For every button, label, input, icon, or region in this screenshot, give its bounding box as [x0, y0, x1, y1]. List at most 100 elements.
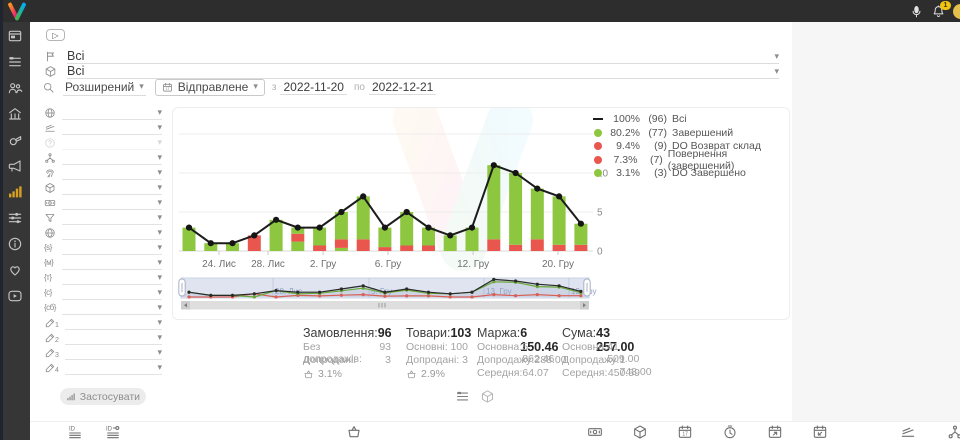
sidebar-item-warehouse[interactable] [7, 106, 23, 122]
filter-row-size-t[interactable]: {т} ▾ [44, 270, 162, 285]
filter-row-custom-field-1[interactable]: 1 ▾ [44, 315, 162, 330]
filter-row-custom-field-4[interactable]: 4 ▾ [44, 360, 162, 375]
apply-button[interactable]: Застосувати [60, 388, 146, 405]
site-select[interactable]: ▾ [62, 106, 162, 120]
filter-row-fingerprint[interactable]: ▾ [44, 165, 162, 180]
size-m-select[interactable]: ▾ [62, 256, 162, 270]
navigator-handle-left[interactable] [178, 278, 186, 297]
filter-row-custom-field-3[interactable]: 3 ▾ [44, 345, 162, 360]
website-select[interactable]: ▾ [62, 226, 162, 240]
funnel-select[interactable]: ▾ [62, 211, 162, 225]
toolbar-layers-button[interactable] [900, 424, 916, 440]
run-report-chip[interactable]: ▷ [46, 29, 65, 41]
product-filter-dropdown[interactable]: Всі ▾ [44, 64, 779, 79]
toolbar-calendar-sent-button[interactable] [767, 424, 783, 440]
custom-field-4-select[interactable]: ▾ [64, 361, 162, 375]
toolbar-basket-button[interactable] [346, 424, 362, 440]
filter-row-size-cb[interactable]: {сб} ▾ [44, 300, 162, 315]
stat-subrow: Основна: 41 509.00 [562, 341, 640, 365]
filter-row-product-type[interactable]: ▾ [44, 180, 162, 195]
date-field-dropdown[interactable]: Відправлене ▾ [154, 78, 265, 96]
sidebar-item-announcements[interactable] [7, 158, 23, 174]
toolbar-order-id-ref-button[interactable] [105, 424, 121, 440]
svg-text:28. Лис: 28. Лис [251, 259, 285, 270]
date-to-input[interactable]: 2022-12-21 [368, 80, 437, 95]
toolbar-calendar-date-button[interactable] [677, 424, 693, 440]
filter-row-size-s[interactable]: {s} ▾ [44, 240, 162, 255]
mic-icon[interactable] [909, 4, 924, 19]
sidebar-item-integrations[interactable] [7, 210, 23, 226]
statistics-icon [7, 184, 23, 200]
chart-range-navigator[interactable]: 28. Лис5. Гру13. Гру19. Гру [173, 276, 791, 314]
filter-row-site[interactable]: ▾ [44, 105, 162, 120]
filter-row-help[interactable]: ▾ [44, 135, 162, 150]
sidebar-item-orders-list[interactable] [7, 54, 23, 70]
stat-subrow: Допродажу: 288.00 [477, 354, 567, 366]
sidebar-item-whistle[interactable] [7, 132, 23, 148]
payments-icon [587, 424, 603, 440]
navigator-handle-right[interactable] [583, 278, 591, 297]
filter-row-payment[interactable]: ▾ [44, 195, 162, 210]
toolbar-payments-button[interactable] [587, 424, 603, 440]
payment-select[interactable]: ▾ [62, 196, 162, 210]
fingerprint-icon [44, 167, 56, 179]
avatar[interactable] [953, 3, 960, 19]
toolbar-order-id-button[interactable] [67, 424, 83, 440]
filter-row-website[interactable]: ▾ [44, 225, 162, 240]
mode-dropdown[interactable]: Розширений ▾ [63, 79, 146, 96]
play-icon: ▷ [52, 30, 59, 40]
sidebar-item-info[interactable] [7, 236, 23, 252]
list-view-button[interactable] [455, 389, 470, 404]
sidebar-item-video-tutorials[interactable] [7, 288, 23, 304]
from-label: з [271, 81, 277, 93]
structure-select[interactable]: ▾ [62, 151, 162, 165]
sidebar-item-app-window[interactable] [7, 28, 23, 44]
custom-field-2-select[interactable]: ▾ [64, 331, 162, 345]
chevron-down-icon: ▾ [139, 81, 144, 92]
legend-item[interactable]: 80.2% (77) Завершений [593, 127, 789, 139]
fingerprint-select[interactable]: ▾ [62, 166, 162, 180]
date-from-input[interactable]: 2022-11-20 [280, 80, 347, 95]
size-t-select[interactable]: ▾ [62, 271, 162, 285]
app-logo-icon[interactable] [6, 2, 28, 21]
legend-item[interactable]: 9.4% (9) DO Возврат склад [593, 140, 789, 152]
stat-title: Товари: 103 [406, 326, 472, 340]
sidebar-item-customers[interactable] [7, 80, 23, 96]
help-icon [44, 137, 56, 149]
status-filter-dropdown[interactable]: Всі ▾ [44, 49, 779, 64]
size-c-select[interactable]: ▾ [62, 286, 162, 300]
toolbar-structure-button[interactable] [947, 424, 960, 440]
help-select[interactable]: ▾ [62, 136, 162, 150]
layers-icon [900, 424, 916, 440]
order-id-icon [67, 424, 83, 440]
filter-row-custom-field-2[interactable]: 2 ▾ [44, 330, 162, 345]
site-icon [44, 107, 56, 119]
ramp-select[interactable]: ▾ [62, 121, 162, 135]
legend-item[interactable]: 3.1% (3) DO Завершено [593, 167, 789, 179]
toolbar-products-button[interactable] [632, 424, 648, 440]
legend-dot-swatch [594, 128, 602, 137]
bottom-toolbar [30, 421, 960, 440]
grid-view-button[interactable] [480, 389, 495, 404]
filter-row-size-m[interactable]: {м} ▾ [44, 255, 162, 270]
stat-column: Замовлення: 96 Без допродажів: 93 Допродані:… [303, 326, 392, 381]
notifications-bell[interactable]: 1 [931, 0, 951, 19]
sidebar-item-statistics[interactable] [7, 184, 23, 200]
size-s-select[interactable]: ▾ [62, 241, 162, 255]
legend-item[interactable]: 100% (96) Всі [593, 113, 789, 125]
navigator-scrollbar[interactable] [181, 301, 589, 310]
custom-field-3-select[interactable]: ▾ [64, 346, 162, 360]
toolbar-processing-time-button[interactable] [722, 424, 738, 440]
sidebar-item-support[interactable] [7, 262, 23, 278]
custom-field-1-select[interactable]: ▾ [64, 316, 162, 330]
product-type-select[interactable]: ▾ [62, 181, 162, 195]
legend-item[interactable]: 7.3% (7) Повернення (завершений) [593, 148, 789, 172]
size-cb-select[interactable]: ▾ [62, 301, 162, 315]
toolbar-calendar-return-button[interactable] [812, 424, 828, 440]
filter-row-ramp[interactable]: ▾ [44, 120, 162, 135]
search-icon[interactable] [42, 81, 55, 94]
filter-row-structure[interactable]: ▾ [44, 150, 162, 165]
filter-row-funnel[interactable]: ▾ [44, 210, 162, 225]
orders-chart[interactable]: 0 5 10 24. Лис 28. Лис 2. Гру 6. Гру 12. Гру 20.… [173, 108, 791, 274]
filter-row-size-c[interactable]: {с} ▾ [44, 285, 162, 300]
